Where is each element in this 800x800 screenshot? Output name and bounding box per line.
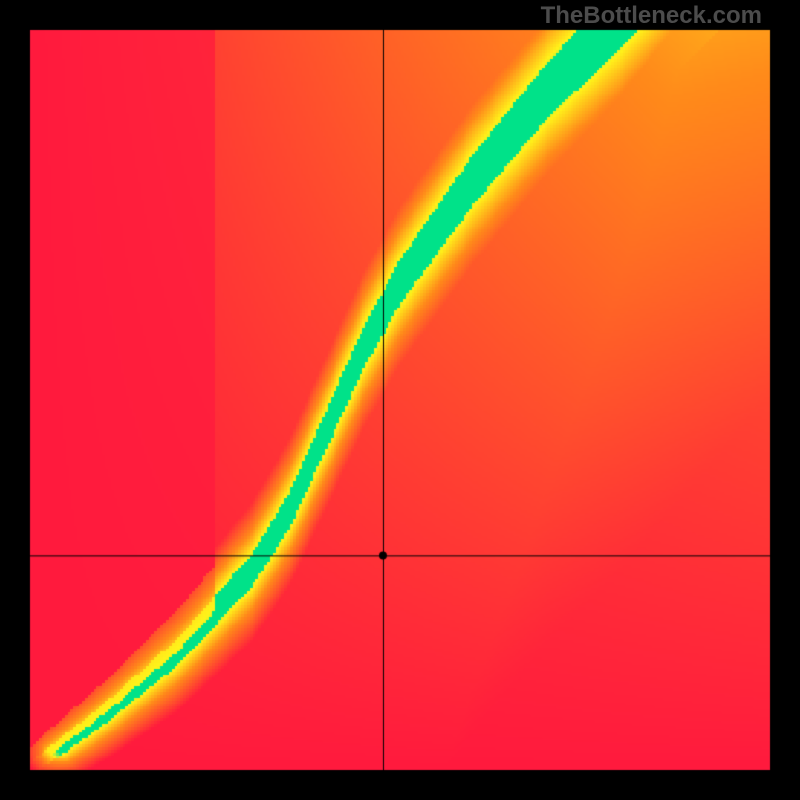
watermark-text: TheBottleneck.com <box>541 2 762 30</box>
chart-container: TheBottleneck.com <box>0 0 800 800</box>
bottleneck-heatmap-canvas <box>0 0 800 800</box>
